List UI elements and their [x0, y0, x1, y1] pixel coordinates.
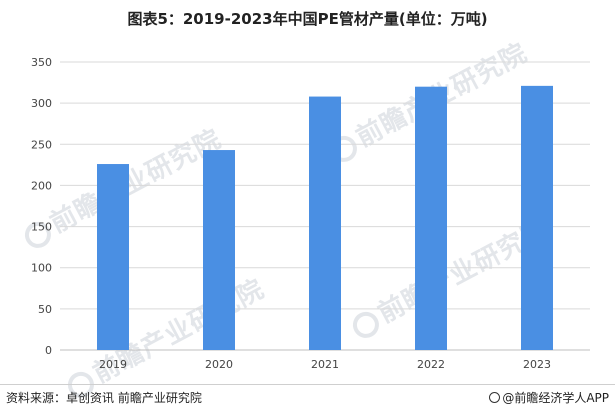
- brand-logo-icon: [489, 392, 501, 403]
- brand-text: @前瞻经济学人APP: [502, 391, 609, 405]
- y-tick-label: 350: [31, 56, 52, 69]
- bar: [97, 164, 129, 350]
- y-tick-label: 200: [31, 179, 52, 192]
- chart-title: 图表5：2019-2023年中国PE管材产量(单位：万吨): [127, 10, 488, 28]
- x-tick-label: 2021: [311, 358, 339, 371]
- y-tick-label: 150: [31, 221, 52, 234]
- x-tick-label: 2022: [417, 358, 445, 371]
- brand-label: @前瞻经济学人APP: [489, 389, 609, 406]
- source-note: 资料来源：卓创资讯 前瞻产业研究院: [6, 391, 202, 405]
- bar: [309, 96, 341, 350]
- bar: [521, 85, 553, 350]
- bar-chart: 0 50 100 150 200 250 300 350 2019 2020 2021 2022 202…: [31, 56, 590, 371]
- footer-divider: [0, 384, 615, 385]
- y-tick-label: 0: [45, 344, 52, 357]
- bar: [203, 150, 235, 350]
- y-tick-label: 100: [31, 262, 52, 275]
- x-tick-label: 2019: [99, 358, 127, 371]
- x-tick-label: 2020: [205, 358, 233, 371]
- y-tick-label: 250: [31, 138, 52, 151]
- bar: [415, 86, 447, 350]
- y-tick-label: 300: [31, 97, 52, 110]
- x-tick-label: 2023: [523, 358, 551, 371]
- y-tick-label: 50: [38, 303, 52, 316]
